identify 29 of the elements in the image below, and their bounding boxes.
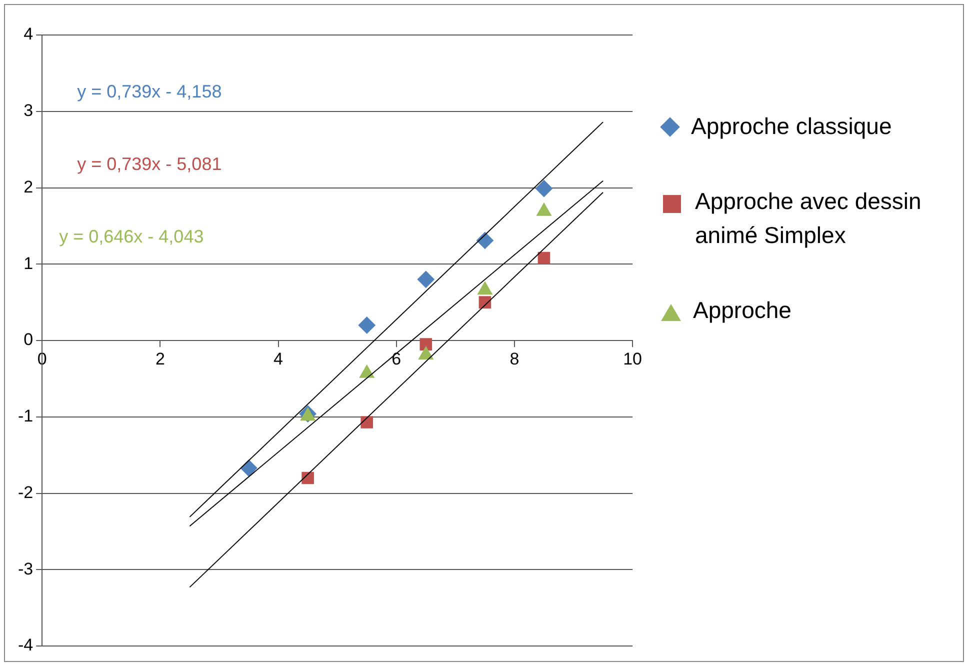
annotation: y = 0,739x - 4,158	[77, 81, 222, 102]
annotation: y = 0,739x - 5,081	[77, 154, 222, 174]
x-tick-label: 4	[274, 349, 284, 368]
x-tick-label: 2	[155, 349, 165, 368]
y-tick-label: 4	[24, 24, 34, 44]
y-tick-label: 1	[24, 254, 34, 273]
point	[417, 270, 434, 288]
legend-label: Approche classique	[691, 112, 892, 141]
y-tick-label: -3	[18, 559, 34, 578]
y-tick-label: 2	[24, 177, 34, 196]
x-tick-label: 8	[510, 349, 520, 368]
point	[358, 316, 376, 334]
y-tick-label: 0	[24, 330, 34, 350]
point	[478, 296, 492, 308]
y-tick-label: -4	[18, 636, 34, 655]
legend-label: Approche avec dessin animé Simplex	[695, 187, 922, 250]
point	[302, 472, 314, 484]
y-tick-label: -2	[18, 482, 34, 502]
annotation: y = 0,646x - 4,043	[59, 226, 204, 246]
y-tick-label: 3	[24, 101, 34, 120]
point	[360, 416, 374, 428]
point	[535, 180, 552, 198]
y-tick-label: -1	[18, 406, 34, 426]
legend-label: Approche	[693, 296, 792, 326]
point	[476, 232, 494, 249]
point	[420, 338, 432, 350]
point	[538, 252, 550, 264]
x-tick-label: 10	[623, 349, 642, 368]
point	[240, 460, 258, 477]
